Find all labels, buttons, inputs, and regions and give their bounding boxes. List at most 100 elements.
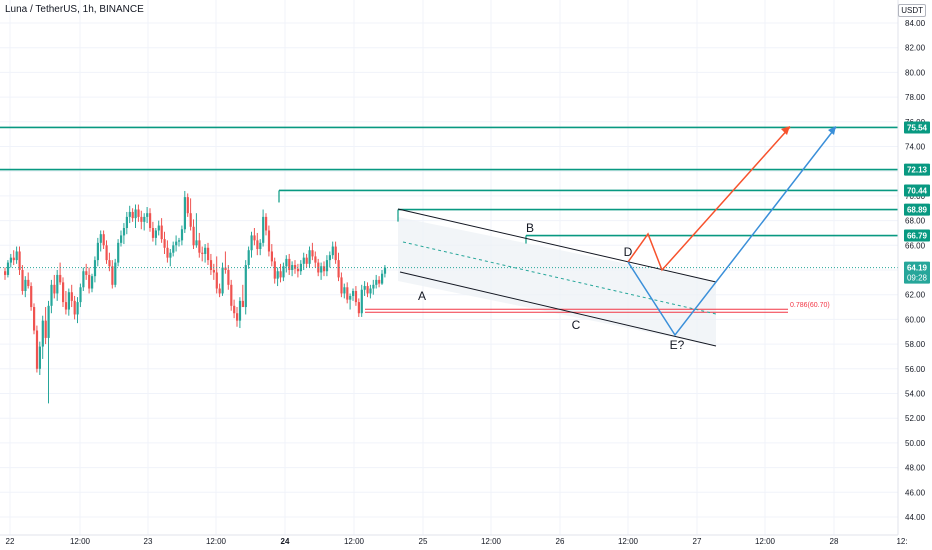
price-tick-label: 54.00 [905, 390, 926, 399]
price-tick-label: 46.00 [905, 488, 926, 497]
candle-body [215, 272, 218, 289]
alt-arrowhead [828, 126, 836, 135]
candle-body [204, 247, 207, 254]
candle-body [15, 251, 18, 261]
candle-body [178, 240, 181, 242]
price-tick-label: 84.00 [905, 19, 926, 28]
time-tick-label: 12:00 [206, 537, 227, 546]
candle-body [27, 279, 30, 287]
price-tick-label: 44.00 [905, 513, 926, 522]
candle-body [172, 245, 175, 253]
time-tick-label: 28 [830, 537, 839, 546]
chart-grid [0, 0, 898, 535]
candle-body [282, 266, 285, 278]
time-tick-label: 23 [144, 537, 153, 546]
candle-body [50, 284, 53, 306]
candle-body [354, 290, 358, 303]
time-tick-label: 12:00 [70, 537, 91, 546]
candle-body [85, 271, 88, 275]
candle-body [212, 270, 215, 273]
price-tag-label: 70.44 [907, 186, 928, 195]
candle-body [369, 288, 372, 294]
candle-body [221, 267, 224, 294]
time-tick-label: 25 [419, 537, 428, 546]
time-tick-label: 26 [556, 537, 565, 546]
candle-body [325, 260, 329, 272]
price-tag-label: 68.89 [907, 206, 928, 215]
candle-body [383, 267, 387, 274]
candle-body [273, 261, 276, 279]
candle-body [183, 197, 186, 230]
channel-lower-line [399, 271, 717, 347]
candle-body [35, 330, 39, 369]
channel-shading [398, 217, 716, 346]
price-tick-label: 52.00 [905, 414, 926, 423]
candle-body [346, 287, 349, 300]
price-tick-label: 48.00 [905, 464, 926, 473]
price-tag-label: 66.79 [907, 232, 928, 241]
candle-body [337, 260, 340, 278]
wave-label: C [572, 318, 581, 332]
candle-body [241, 300, 244, 308]
candle-body [111, 266, 114, 285]
candle-body [24, 279, 27, 291]
candle-body [62, 282, 65, 303]
candle-body [276, 271, 279, 279]
candle-body [320, 266, 323, 273]
candle-body [296, 268, 300, 272]
candle-body [4, 271, 7, 275]
time-tick-label: 12:00 [618, 537, 639, 546]
candle-body [195, 240, 198, 246]
candle-body [227, 270, 230, 285]
candle-body [224, 267, 227, 270]
candle-body [166, 247, 169, 258]
candle-body [79, 287, 82, 303]
candle-body [73, 300, 76, 315]
candle-body [157, 225, 160, 231]
current-price-tag [904, 261, 930, 284]
candle-body [96, 242, 99, 261]
candle-body [154, 230, 157, 238]
candle-body [308, 250, 311, 264]
candle-body [230, 284, 233, 306]
candle-body [198, 240, 201, 253]
candle-body [44, 320, 47, 338]
time-tick-label: 12:00 [755, 537, 776, 546]
candle-body [21, 270, 24, 291]
currency-badge[interactable]: USDT [898, 4, 926, 17]
candle-body [18, 251, 21, 270]
candle-body [381, 273, 384, 284]
candle-body [291, 265, 294, 270]
price-tick-label: 50.00 [905, 439, 926, 448]
candle-body [82, 271, 85, 288]
candle-body [218, 288, 221, 294]
candle-body [53, 284, 56, 294]
candle-body [169, 252, 172, 258]
current-price-label: 64.19 [907, 264, 928, 273]
candle-body [360, 289, 363, 314]
candle-body [314, 256, 317, 263]
candle-body [209, 260, 213, 270]
candle-body [120, 235, 123, 243]
time-axis[interactable]: 22 12:00 23 12:00 24 12:00 25 12:00 26 12:00 27 12:… [6, 537, 908, 546]
candle-body [56, 274, 59, 294]
candle-body [311, 250, 314, 257]
candle-body [105, 245, 108, 261]
candle-body [143, 216, 146, 222]
candle-body [238, 300, 242, 321]
candle-body [201, 252, 204, 254]
price-tick-label: 66.00 [905, 241, 926, 250]
price-tick-label: 58.00 [905, 340, 926, 349]
candle-body [343, 287, 346, 294]
candle-body [253, 235, 256, 241]
candle-body [352, 290, 355, 296]
candle-body [146, 213, 149, 217]
time-tick-label: 22 [6, 537, 15, 546]
time-tick-label: 24 [281, 537, 290, 546]
candle-body [91, 276, 94, 289]
candle-body [250, 235, 253, 251]
candle-body [175, 241, 178, 246]
candle-body [59, 274, 62, 283]
price-tick-label: 60.00 [905, 315, 926, 324]
